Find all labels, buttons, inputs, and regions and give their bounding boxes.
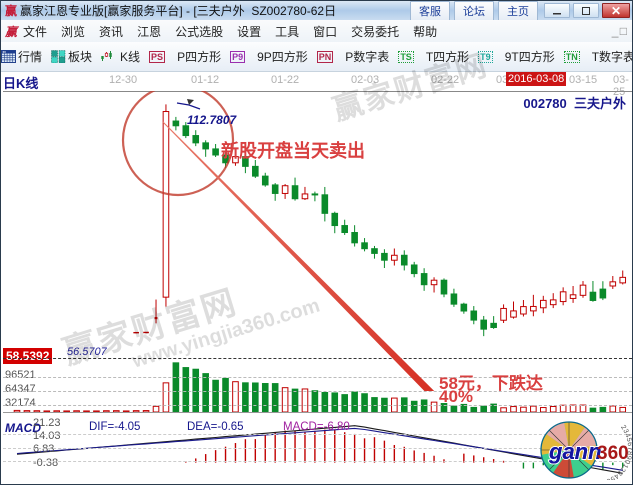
svg-text:gann: gann — [548, 439, 602, 464]
